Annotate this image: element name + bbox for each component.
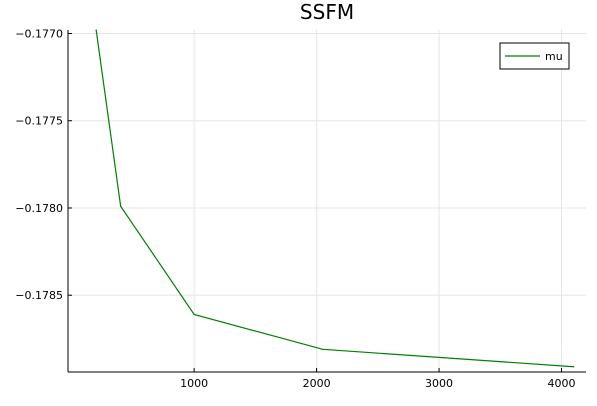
grid-layer: [68, 30, 586, 372]
x-tick-label: 3000: [425, 377, 453, 390]
y-tick-label: −0.1775: [15, 115, 63, 128]
chart-title: SSFM: [300, 0, 354, 24]
y-tick-label: −0.1780: [15, 202, 63, 215]
series-line-mu: [96, 30, 574, 367]
data-point: [194, 314, 195, 315]
series-layer: [96, 29, 575, 367]
ticks-layer: 1000 2000 3000 4000 −0.1770 −0.1775 −0.1780 −0.…: [15, 27, 575, 390]
y-tick-label: −0.1770: [15, 27, 63, 40]
data-point: [573, 366, 574, 367]
x-tick-label: 1000: [180, 377, 208, 390]
axes-layer: [68, 30, 586, 372]
legend: mu: [500, 43, 569, 69]
data-point: [120, 206, 121, 207]
x-tick-label: 4000: [548, 377, 576, 390]
legend-label: mu: [545, 50, 563, 63]
y-tick-label: −0.1785: [15, 289, 63, 302]
data-point: [322, 349, 323, 350]
x-tick-label: 2000: [303, 377, 331, 390]
data-point: [96, 29, 97, 30]
